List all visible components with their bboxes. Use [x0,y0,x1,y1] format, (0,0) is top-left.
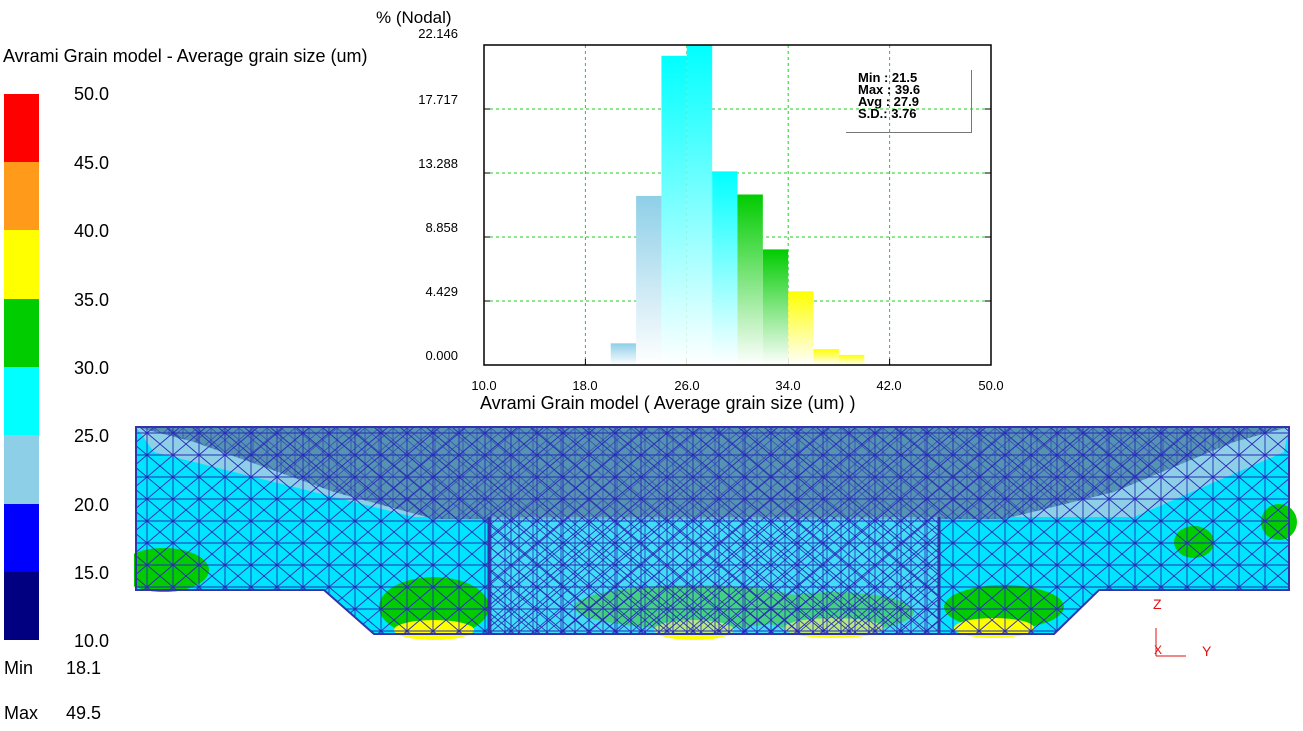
histogram-x-axis-label: Avrami Grain model ( Average grain size … [480,393,856,413]
scale-band-20-25 [4,435,39,504]
scale-label: 40.0 [74,221,110,241]
mesh-model-viewport[interactable] [134,422,1299,646]
stat-max: Max : 39.6 [858,82,921,97]
histogram-bar [737,194,763,365]
axis-z-label: Z [1153,596,1162,612]
scale-label: 15.0 [74,563,110,583]
histogram-bar [838,354,865,365]
dish-mesh [136,427,1289,519]
max-label: Max [4,703,39,723]
max-value: 49.5 [66,703,102,723]
scale-label: 20.0 [74,495,110,515]
plot-frame [483,44,992,366]
scale-band-40-45 [4,162,39,230]
x-tick-label: 10.0 [471,378,497,393]
workpiece-outline [135,426,1290,635]
y-tick-label: 0.000 [425,348,458,363]
histogram-bar [762,249,789,365]
scale-label: 50.0 [74,84,110,104]
axis-x-label: X [1154,643,1163,657]
y-tick-label: 4.429 [425,284,458,299]
x-tick-label: 34.0 [775,378,801,393]
histogram-bar [788,291,814,365]
x-tick-label: 18.0 [572,378,598,393]
scale-label: 25.0 [74,426,110,446]
scale-band-30-35 [4,299,39,367]
histogram-chart [483,44,992,366]
histogram-bar [686,45,713,365]
stat-avg: Avg : 27.9 [858,94,919,109]
x-tick-label: 50.0 [978,378,1004,393]
mesh-lines-fine [489,517,939,634]
y-tick-label: 17.717 [418,92,458,107]
axis-triad [1155,628,1186,657]
axis-y-label: Y [1202,643,1212,659]
histogram-bar [661,55,687,366]
scale-band-25-30 [4,367,39,435]
min-label: Min [4,658,34,678]
x-tick-label: 26.0 [674,378,700,393]
color-scale-bar [4,94,39,640]
legend-title: Avrami Grain model - Average grain size … [3,46,368,66]
stat-min: Min : 21.5 [858,70,918,85]
y-tick-label: 8.858 [425,220,458,235]
y-tick-label: 13.288 [418,156,458,171]
x-tick-label: 42.0 [876,378,902,393]
stat-sd: S.D.: 3.76 [858,106,917,121]
scale-label: 45.0 [74,153,110,173]
scale-band-15-20 [4,504,39,572]
scale-label: 30.0 [74,358,110,378]
min-value: 18.1 [66,658,102,678]
histogram-bar [813,349,839,365]
statistics-box: Min : 21.5 Max : 39.6 Avg : 27.9 S.D.: 3… [846,70,972,133]
histogram-bar [712,171,738,365]
scale-label: 10.0 [74,631,110,651]
histogram-bar [610,343,637,365]
histogram-y-axis-label: % (Nodal) [376,8,452,27]
scale-band-45-50 [4,94,39,162]
scale-label: 35.0 [74,290,110,310]
histogram-bar [636,195,662,365]
scale-band-10-15 [4,572,39,640]
histogram-bars [610,45,865,366]
y-tick-label: 22.146 [418,26,458,41]
scale-band-35-40 [4,230,39,299]
